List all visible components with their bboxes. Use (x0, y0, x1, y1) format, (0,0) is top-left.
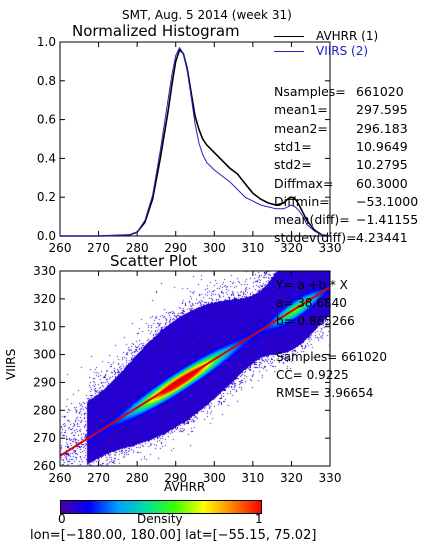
colorbar-label: Density (137, 512, 183, 526)
stat-label: stddev(diff)= (274, 230, 357, 246)
scatter-ylabel: VIIRS (4, 348, 18, 380)
fit-a: a= 38.6840 (276, 296, 347, 310)
stat-value: 4.23441 (356, 230, 408, 246)
legend-label-avhrr: AVHRR (1) (316, 29, 379, 43)
y-tick-label: 260 (33, 459, 56, 473)
scatter-frame (59, 270, 331, 467)
stat-label: Nsamples= (274, 84, 346, 99)
stat-label: mean2= (274, 120, 328, 136)
fit-samples-label: Samples= (276, 350, 338, 364)
fit-cc-label: CC= (276, 368, 303, 382)
fit-equation: Y= a +b * X (276, 278, 348, 292)
y-tick-label: 280 (33, 403, 56, 417)
fit-cc-value: 0.9225 (306, 368, 349, 382)
stat-value: 296.183 (356, 120, 408, 136)
legend-swatch-viirs (274, 51, 304, 52)
colorbar-min: 0 (58, 512, 66, 526)
x-tick-label: 260 (49, 241, 72, 255)
y-tick-label: 0.6 (37, 113, 56, 127)
stat-label: std2= (274, 157, 312, 173)
stat-value: 661020 (356, 84, 404, 99)
x-tick-label: 280 (126, 471, 149, 485)
geo-range: lon=[−180.00, 180.00] lat=[−55.15, 75.02… (30, 528, 317, 543)
y-tick-label: 300 (33, 348, 56, 362)
stat-value: −53.1000 (356, 193, 419, 209)
fit-a-value: 38.6840 (297, 296, 347, 310)
scatter-title: Scatter Plot (110, 252, 198, 270)
y-tick-label: 270 (33, 431, 56, 445)
stat-value: 10.9649 (356, 138, 408, 154)
legend-swatch-avhrr (274, 36, 304, 37)
x-tick-label: 280 (126, 241, 149, 255)
x-tick-label: 330 (319, 471, 342, 485)
x-tick-label: 290 (164, 241, 187, 255)
y-tick-label: 1.0 (37, 35, 56, 49)
stat-label: mean(diff)= (274, 212, 350, 228)
stat-label: std1= (274, 138, 312, 154)
scatter-xlabel: AVHRR (164, 480, 206, 494)
y-tick-label: 0.4 (37, 151, 56, 165)
y-tick-label: 0.0 (37, 229, 56, 243)
stat-label: Diffmax= (274, 175, 334, 191)
legend-label-viirs: VIIRS (2) (316, 44, 369, 58)
colorbar (60, 500, 262, 514)
x-tick-label: 300 (203, 471, 226, 485)
series-line-avhrr (60, 48, 331, 237)
y-tick-label: 320 (33, 292, 56, 306)
x-tick-label: 320 (280, 241, 303, 255)
x-tick-label: 330 (319, 241, 342, 255)
y-tick-label: 0.2 (37, 190, 56, 204)
fit-rmse-label: RMSE= (276, 386, 320, 400)
colorbar-max: 1 (255, 512, 263, 526)
histogram-title: Normalized Histogram (72, 22, 240, 40)
x-tick-label: 300 (203, 241, 226, 255)
fit-rmse: RMSE= 3.96654 (276, 386, 373, 400)
fit-samples-value: 661020 (341, 350, 387, 364)
regression-line (59, 286, 331, 457)
series-line-viirs (60, 46, 331, 237)
fit-b-label: b= (276, 314, 294, 328)
stat-label: mean1= (274, 102, 328, 118)
density-scatter (60, 271, 330, 466)
histogram-frame (59, 41, 331, 237)
stat-label: Diffmin= (274, 193, 330, 209)
fit-b-value: 0.865266 (297, 314, 355, 328)
fit-cc: CC= 0.9225 (276, 368, 349, 382)
fit-b: b= 0.865266 (276, 314, 355, 328)
stat-value: 60.3000 (356, 175, 408, 191)
fit-a-label: a= (276, 296, 294, 310)
x-tick-label: 290 (164, 471, 187, 485)
fit-samples: Samples= 661020 (276, 350, 387, 364)
x-tick-label: 270 (87, 241, 110, 255)
y-tick-label: 310 (33, 320, 56, 334)
stat-value: −1.41155 (356, 212, 419, 228)
x-tick-label: 260 (49, 471, 72, 485)
y-tick-label: 330 (33, 264, 56, 278)
y-tick-label: 290 (33, 375, 56, 389)
stat-value: 10.2795 (356, 157, 408, 173)
x-tick-label: 270 (87, 471, 110, 485)
y-tick-label: 0.8 (37, 74, 56, 88)
fit-rmse-value: 3.96654 (323, 386, 374, 400)
page-title: SMT, Aug. 5 2014 (week 31) (122, 8, 292, 22)
x-tick-label: 310 (241, 471, 264, 485)
x-tick-label: 310 (241, 241, 264, 255)
stat-value: 297.595 (356, 102, 408, 118)
x-tick-label: 320 (280, 471, 303, 485)
